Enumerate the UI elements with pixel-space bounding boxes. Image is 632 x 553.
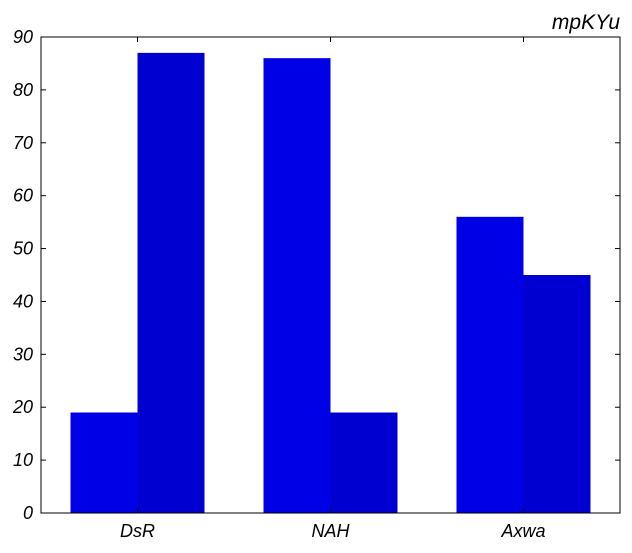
bar-axwa-series-1 xyxy=(456,216,524,514)
plot-area-frame xyxy=(40,36,621,514)
y-axis-ticks: 0 10 20 30 40 50 60 70 80 90 xyxy=(12,27,620,523)
y-tick-label: 0 xyxy=(23,503,33,523)
y-tick-label: 10 xyxy=(13,450,33,470)
y-tick-label: 70 xyxy=(13,133,33,153)
bar-dsr-series-2 xyxy=(137,52,205,513)
x-axis-ticks: DsR NAH Axwa xyxy=(120,37,546,541)
chart-title: mpKYu xyxy=(552,11,620,34)
y-tick-label: 80 xyxy=(13,80,33,100)
bars-group xyxy=(70,52,591,514)
bar-dsr-series-1 xyxy=(70,412,138,513)
y-tick-label: 50 xyxy=(13,239,33,259)
x-category-label: DsR xyxy=(120,521,155,541)
bar-nah-series-1 xyxy=(263,58,331,514)
x-category-label: NAH xyxy=(311,521,350,541)
y-tick-label: 20 xyxy=(12,397,33,417)
y-tick-label: 60 xyxy=(13,186,33,206)
y-tick-label: 40 xyxy=(13,291,33,311)
y-tick-label: 90 xyxy=(13,27,33,47)
y-tick-label: 30 xyxy=(13,344,33,364)
bar-axwa-series-2 xyxy=(523,275,591,513)
x-category-label: Axwa xyxy=(500,521,545,541)
bar-nah-series-2 xyxy=(330,412,398,513)
